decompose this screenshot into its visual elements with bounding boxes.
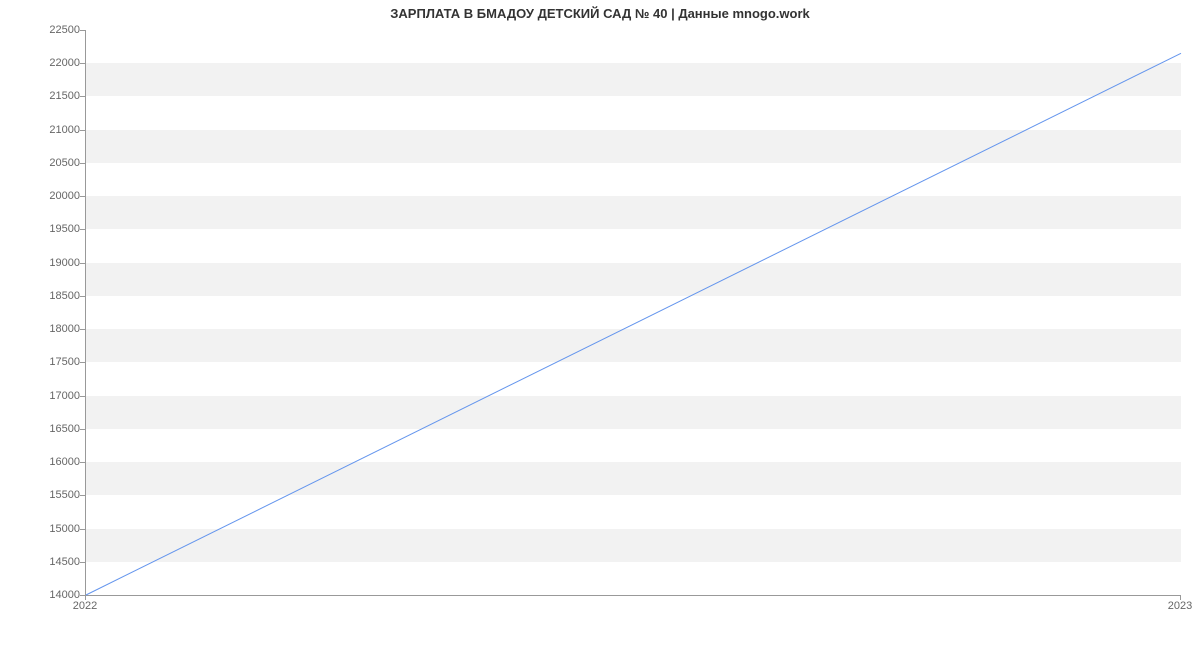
y-tick-label: 22500 [10, 24, 80, 36]
y-tick-label: 15000 [10, 523, 80, 535]
y-tick-label: 19500 [10, 223, 80, 235]
x-tick-label: 2022 [73, 600, 97, 612]
y-tick-label: 16500 [10, 423, 80, 435]
y-tick-label: 16000 [10, 456, 80, 468]
x-tick-label: 2023 [1168, 600, 1192, 612]
y-tick-label: 20500 [10, 157, 80, 169]
y-tick-label: 17500 [10, 356, 80, 368]
y-tick-label: 19000 [10, 257, 80, 269]
y-tick-label: 14000 [10, 589, 80, 601]
y-tick-label: 21000 [10, 124, 80, 136]
y-tick-label: 18000 [10, 323, 80, 335]
series-line [86, 30, 1181, 595]
y-tick-label: 20000 [10, 190, 80, 202]
plot-area [85, 30, 1181, 596]
y-tick-label: 22000 [10, 57, 80, 69]
y-tick-label: 14500 [10, 556, 80, 568]
y-tick-label: 17000 [10, 390, 80, 402]
y-tick-label: 15500 [10, 489, 80, 501]
line-chart: ЗАРПЛАТА В БМАДОУ ДЕТСКИЙ САД № 40 | Дан… [0, 0, 1200, 650]
chart-title: ЗАРПЛАТА В БМАДОУ ДЕТСКИЙ САД № 40 | Дан… [0, 6, 1200, 21]
y-tick-label: 18500 [10, 290, 80, 302]
y-tick-label: 21500 [10, 90, 80, 102]
